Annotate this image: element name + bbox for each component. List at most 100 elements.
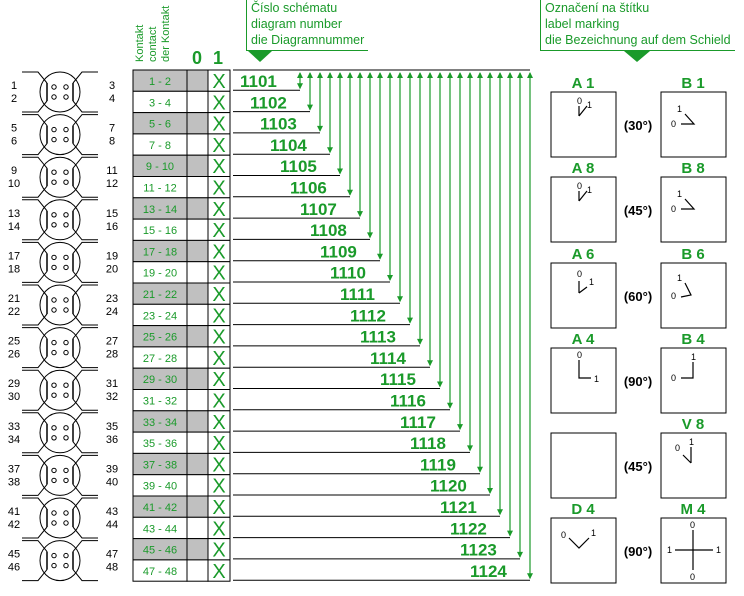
terminal-label: 32: [106, 391, 118, 403]
terminal-label: 48: [106, 562, 118, 574]
contact-dot: [63, 425, 69, 431]
arrow-down-icon: [337, 168, 343, 175]
terminal-label: 8: [109, 136, 115, 148]
terminal-label: 33: [8, 421, 20, 433]
dial-pointer-icon: [682, 447, 692, 464]
position-1-marker: X: [212, 540, 225, 562]
terminal-label: 38: [8, 476, 20, 488]
arrow-up-icon: [517, 72, 523, 78]
arrow-up-icon: [427, 72, 433, 78]
terminal-label: 15: [106, 208, 118, 220]
diagram-number: 1114: [370, 349, 406, 368]
contact-label: 41 - 42: [143, 502, 177, 514]
marking-row: V 8 (45°) 01: [550, 416, 727, 499]
dial-label: 1: [677, 104, 682, 114]
terminal-label: 7: [109, 123, 115, 135]
contact-dot: [51, 94, 57, 100]
contact-label: 27 - 28: [143, 353, 177, 365]
dial-label: 0: [577, 350, 582, 360]
terminal-label: 31: [106, 378, 118, 390]
contact-label: 33 - 34: [143, 417, 177, 429]
contact-dot: [63, 94, 69, 100]
contact-dot: [51, 169, 57, 175]
contact-dot: [51, 425, 57, 431]
terminal-label: 6: [11, 136, 17, 148]
contact-dot: [63, 136, 69, 143]
terminal-label: 2: [11, 93, 17, 105]
position-0-cell: [186, 197, 209, 220]
switch-circle: [39, 71, 81, 113]
terminal-label: 20: [106, 263, 118, 275]
table-row: 7 - 8 X 1104: [132, 72, 333, 157]
switch-circle: [39, 199, 81, 241]
position-1-marker: X: [212, 263, 225, 285]
terminal-label: 45: [8, 549, 20, 561]
marking-right-box: [660, 262, 727, 329]
contact-label: 1 - 2: [149, 76, 171, 88]
contact-header: Kontakt contact der Kontakt: [113, 0, 183, 64]
terminal-wires: [22, 284, 98, 326]
table-row: 19 - 20 X 1110: [132, 72, 393, 285]
contact-label: 35 - 36: [143, 438, 177, 450]
switch-circle: [39, 241, 81, 283]
contact-dot: [51, 179, 57, 185]
terminal-label: 18: [8, 263, 20, 275]
arrow-down-icon: [417, 338, 423, 345]
position-1-marker: X: [212, 135, 225, 157]
terminal-label: 35: [106, 421, 118, 433]
contact-dot: [51, 254, 57, 261]
position-0-cell: [186, 90, 209, 114]
contact-label: 3 - 4: [149, 97, 171, 109]
arrow-up-icon: [457, 72, 463, 78]
contact-label: 31 - 32: [143, 396, 177, 408]
arrow-up-icon: [477, 72, 483, 78]
contact-dot: [51, 349, 57, 356]
arrow-down-icon: [327, 147, 333, 154]
position-0-cell: [186, 282, 209, 305]
dial-label: 1: [589, 277, 594, 287]
marking-row: D 4 M 4 (90°) 0 1 0 0 1 1: [550, 501, 727, 584]
marking-right-label: V 8: [682, 416, 705, 433]
arrow-down-icon: [507, 530, 513, 537]
contact-dot: [51, 339, 57, 346]
terminal-wires: [22, 454, 98, 496]
terminal-label: 12: [106, 178, 118, 190]
contact-dot: [51, 264, 57, 271]
position-1-marker: X: [212, 178, 225, 200]
arrow-down-icon: [497, 509, 503, 516]
diagram-number: 1107: [300, 200, 337, 219]
terminal-label: 5: [11, 123, 17, 135]
diagram-number: 1120: [430, 477, 467, 496]
arrow-down-icon: [377, 253, 383, 260]
terminal-label: 30: [8, 391, 20, 403]
contact-label: 15 - 16: [143, 225, 177, 237]
contact-dot: [63, 382, 69, 388]
dial-label: 1: [587, 100, 592, 110]
contact-label: 11 - 12: [143, 183, 176, 195]
switch-symbol: 56 78: [11, 114, 115, 156]
label-marking-label-de: die Bezeichnung auf dem Schield: [545, 33, 731, 47]
contact-dot: [51, 477, 57, 484]
marking-left-box: [550, 347, 617, 414]
dial-label: 1: [594, 374, 599, 384]
contact-dot: [63, 297, 69, 303]
contact-label-cz: Kontakt: [134, 25, 146, 62]
dial-label: 0: [675, 443, 680, 453]
contact-dot: [51, 136, 57, 143]
contact-dot: [51, 467, 57, 474]
position-0-cell: [186, 218, 209, 241]
terminal-wires: [22, 156, 98, 198]
position-1-marker: X: [212, 220, 225, 242]
position-1-marker: X: [212, 561, 225, 583]
marking-right-label: B 8: [681, 160, 704, 177]
arrow-up-icon: [307, 72, 313, 78]
dial-pointer-icon: [568, 537, 590, 549]
dial-label: 1: [691, 352, 696, 362]
table-row: 1 - 2 X 1101: [132, 69, 303, 93]
